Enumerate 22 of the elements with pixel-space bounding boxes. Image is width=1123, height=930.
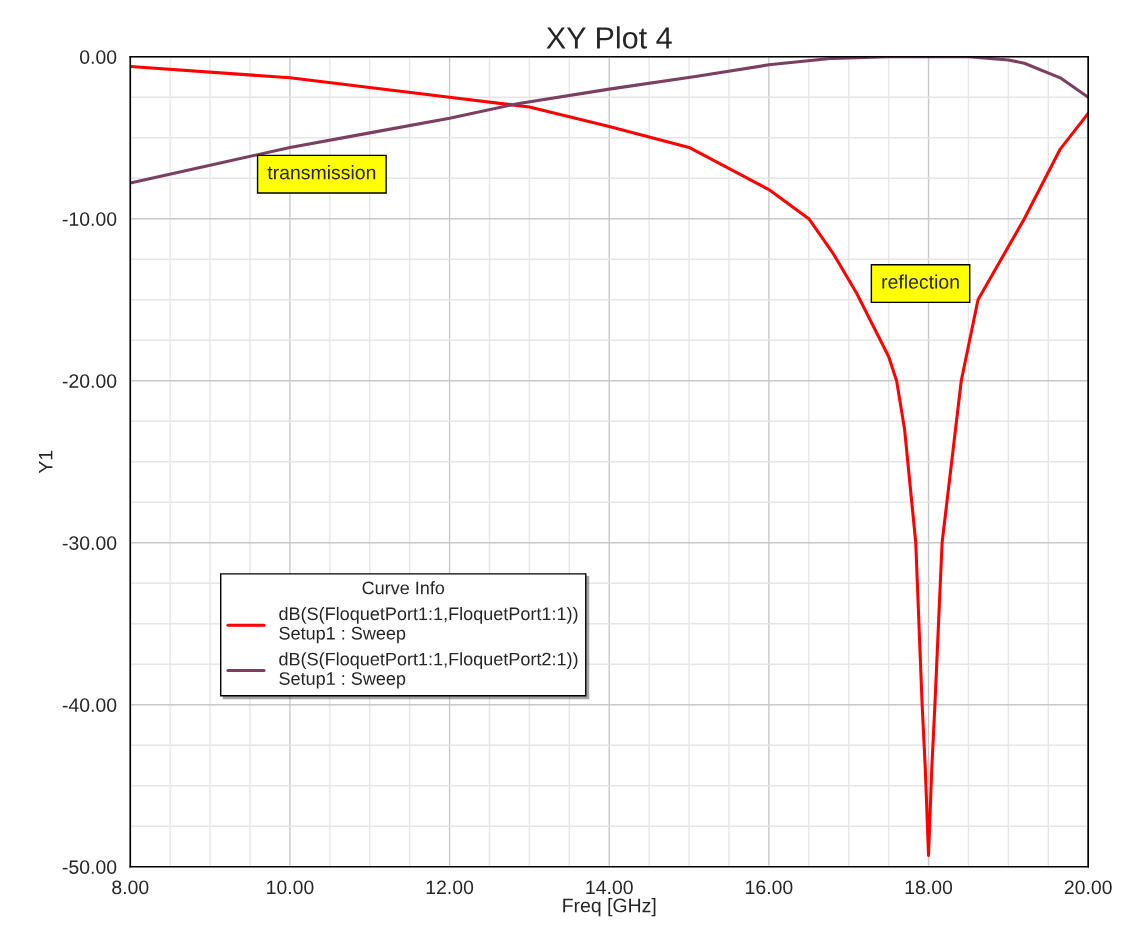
x-tick-label: 18.00 — [905, 880, 953, 895]
line-series — [130, 64, 1089, 857]
y-tick-label: 0.00 — [79, 50, 117, 64]
y-tick-label: -20.00 — [62, 374, 117, 388]
legend-label: dB(S(FloquetPort1:1,FloquetPort1:1)) Setup1 : Sweep — [279, 606, 578, 644]
y-axis-title: Y1 — [38, 450, 53, 474]
annotation: transmission — [267, 165, 376, 180]
y-tick-label: -30.00 — [62, 536, 117, 550]
legend-label: dB(S(FloquetPort1:1,FloquetPort2:1)) Setup1 : Sweep — [279, 652, 578, 689]
x-tick-label: 16.00 — [746, 880, 793, 895]
y-tick-label: -40.00 — [62, 698, 117, 712]
x-tick-label: 12.00 — [426, 880, 474, 895]
chart-title: XY Plot 4 — [546, 26, 672, 49]
x-axis-title: Freq [GHz] — [563, 898, 656, 917]
y-tick-label: -10.00 — [62, 212, 117, 226]
y-tick-label: -50.00 — [62, 860, 117, 874]
annotation: reflection — [882, 274, 959, 289]
x-tick-label: 20.00 — [1064, 880, 1112, 895]
x-tick-label: 10.00 — [267, 880, 314, 895]
x-tick-label: 8.00 — [112, 880, 149, 895]
legend-title: Curve Info — [362, 581, 445, 595]
x-tick-label: 14.00 — [586, 880, 633, 895]
